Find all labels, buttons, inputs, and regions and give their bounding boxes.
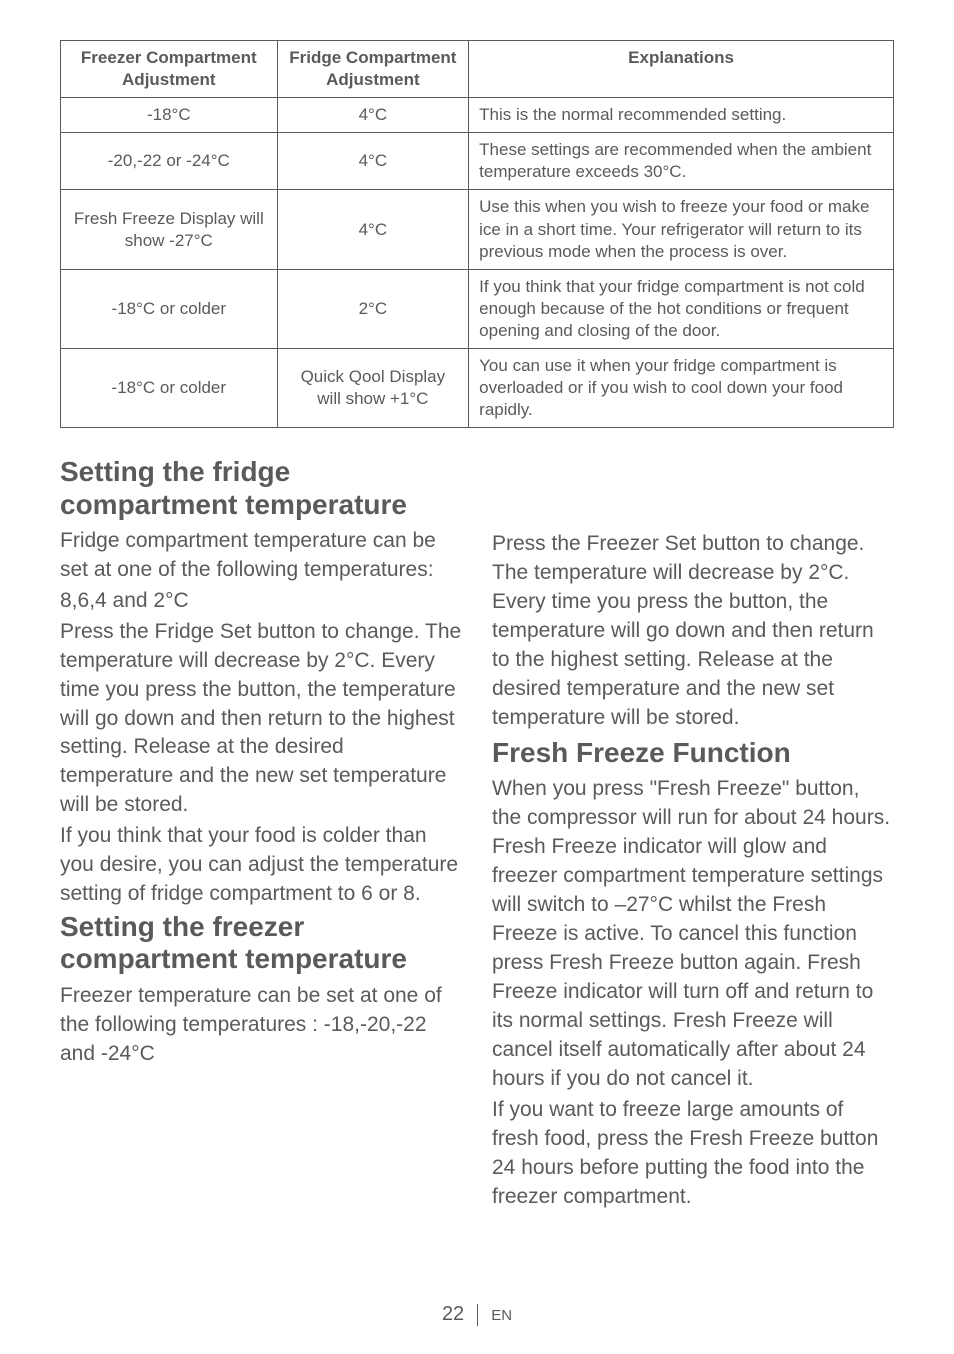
body-text: Fridge compartment temperature can be se… <box>60 527 462 585</box>
table-row: Fresh Freeze Display will show -27°C 4°C… <box>61 190 894 269</box>
right-column: Press the Freezer Set button to change. … <box>492 456 894 1214</box>
cell: -18°C <box>61 98 278 133</box>
th-explanations: Explanations <box>469 41 894 98</box>
body-text: If you think that your food is colder th… <box>60 822 462 909</box>
divider-icon <box>477 1304 478 1326</box>
cell: Quick Qool Display will show +1°C <box>277 349 469 428</box>
settings-table: Freezer Compartment Adjustment Fridge Co… <box>60 40 894 428</box>
page-number: 22 <box>442 1303 464 1325</box>
table-row: -18°C or colder Quick Qool Display will … <box>61 349 894 428</box>
cell: 4°C <box>277 133 469 190</box>
cell: Use this when you wish to freeze your fo… <box>469 190 894 269</box>
cell: -20,-22 or -24°C <box>61 133 278 190</box>
body-text: When you press "Fresh Freeze" button, th… <box>492 775 894 1094</box>
cell: If you think that your fridge compartmen… <box>469 269 894 348</box>
body-text: Press the Freezer Set button to change. … <box>492 530 894 733</box>
table-row: -18°C or colder 2°C If you think that yo… <box>61 269 894 348</box>
page-footer: 22 EN <box>0 1303 954 1326</box>
cell: -18°C or colder <box>61 269 278 348</box>
th-fridge: Fridge Compartment Adjustment <box>277 41 469 98</box>
body-text: If you want to freeze large amounts of f… <box>492 1096 894 1212</box>
body-columns: Setting the fridge compartment temperatu… <box>60 456 894 1214</box>
body-text: Press the Fridge Set button to change. T… <box>60 618 462 821</box>
heading-freezer-temp: Setting the freezer compartment temperat… <box>60 911 462 975</box>
table-row: -20,-22 or -24°C 4°C These settings are … <box>61 133 894 190</box>
cell: These settings are recommended when the … <box>469 133 894 190</box>
heading-fresh-freeze: Fresh Freeze Function <box>492 737 894 769</box>
cell: Fresh Freeze Display will show -27°C <box>61 190 278 269</box>
cell: 4°C <box>277 98 469 133</box>
spacer <box>492 456 894 530</box>
cell: -18°C or colder <box>61 349 278 428</box>
cell: You can use it when your fridge compartm… <box>469 349 894 428</box>
cell: 2°C <box>277 269 469 348</box>
body-text: 8,6,4 and 2°C <box>60 587 462 616</box>
lang-code: EN <box>491 1307 512 1324</box>
heading-fridge-temp: Setting the fridge compartment temperatu… <box>60 456 462 520</box>
left-column: Setting the fridge compartment temperatu… <box>60 456 462 1214</box>
table-row: -18°C 4°C This is the normal recommended… <box>61 98 894 133</box>
cell: 4°C <box>277 190 469 269</box>
th-freezer: Freezer Compartment Adjustment <box>61 41 278 98</box>
cell: This is the normal recommended setting. <box>469 98 894 133</box>
body-text: Freezer temperature can be set at one of… <box>60 982 462 1069</box>
